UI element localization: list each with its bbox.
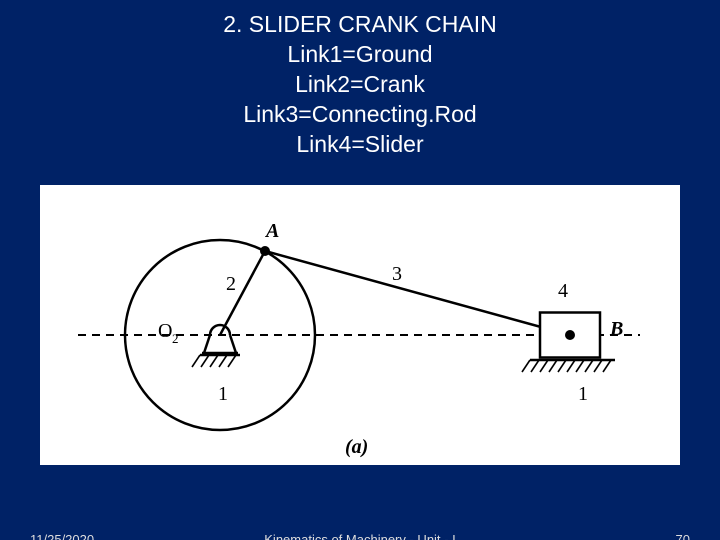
svg-text:4: 4 (558, 280, 568, 302)
svg-text:A: A (264, 220, 279, 242)
svg-text:1: 1 (578, 383, 588, 405)
svg-text:2: 2 (172, 331, 179, 346)
title-line: Link4=Slider (0, 130, 720, 160)
svg-text:O: O (158, 320, 172, 342)
svg-text:(a): (a) (345, 436, 368, 458)
slider-crank-diagram: ABO223411(a) (40, 185, 680, 465)
svg-text:B: B (609, 318, 623, 340)
title-line: 2. SLIDER CRANK CHAIN (0, 10, 720, 40)
footer-page: 70 (676, 532, 690, 540)
slide-title: 2. SLIDER CRANK CHAIN Link1=Ground Link2… (0, 10, 720, 159)
svg-text:1: 1 (218, 383, 228, 405)
svg-text:2: 2 (226, 273, 236, 295)
svg-text:3: 3 (392, 263, 402, 285)
title-line: Link2=Crank (0, 70, 720, 100)
footer-center: Kinematics of Machinery - Unit - I (0, 532, 720, 540)
title-line: Link1=Ground (0, 40, 720, 70)
diagram-svg: ABO223411(a) (40, 185, 680, 465)
title-line: Link3=Connecting.Rod (0, 100, 720, 130)
